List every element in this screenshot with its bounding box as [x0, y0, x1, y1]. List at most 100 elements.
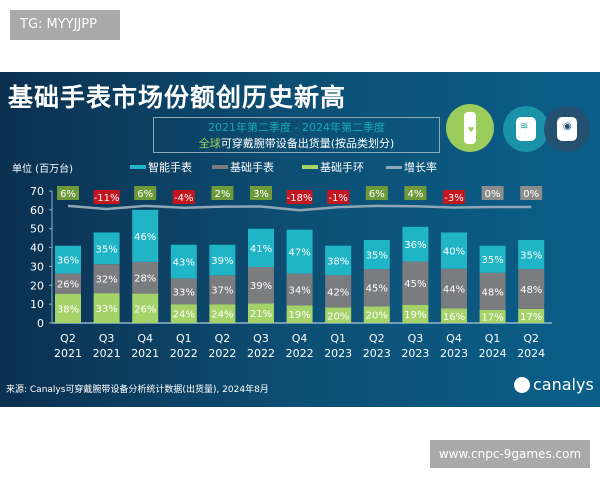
- growth-label-box: [134, 186, 157, 200]
- x-tick-quarter: Q3: [408, 332, 424, 345]
- bar-segment-smart-watch: [363, 240, 390, 270]
- growth-label-box: [404, 186, 427, 200]
- bar-segment-basic-watch: [55, 273, 81, 294]
- unit-label: 单位 (百万台): [12, 164, 73, 175]
- subtitle-box: 2021年第二季度 - 2024年第二季度 全球可穿戴腕带设备出货量(按品类划分…: [153, 117, 440, 153]
- share-label: 21%: [250, 309, 272, 320]
- share-label: 26%: [57, 280, 79, 291]
- bar-segment-basic-watch: [286, 273, 313, 306]
- x-tick-year: 2021: [54, 347, 82, 360]
- growth-label: 2%: [214, 189, 230, 200]
- share-label: 33%: [173, 287, 195, 298]
- share-label: 17%: [481, 312, 503, 323]
- x-tick-quarter: Q1: [485, 332, 501, 345]
- subtitle-period: 2021年第二季度 - 2024年第二季度: [208, 121, 385, 134]
- share-label: 19%: [404, 310, 426, 321]
- bar-segment-smart-watch: [286, 229, 313, 274]
- share-label: 20%: [327, 311, 349, 322]
- bar-segment-basic-watch: [209, 275, 236, 305]
- share-label: 41%: [250, 244, 272, 255]
- legend-basic-band: 基础手环: [302, 159, 364, 175]
- watermark-top: TG: MYYJJPP: [10, 10, 120, 40]
- x-tick-quarter: Q4: [446, 332, 462, 345]
- y-tick-label: 60: [30, 204, 44, 217]
- share-label: 39%: [250, 281, 272, 292]
- y-tick-label: 20: [30, 279, 44, 292]
- bar-segment-smart-watch: [132, 209, 159, 262]
- y-tick-label: 30: [30, 260, 44, 273]
- share-label: 45%: [366, 284, 388, 295]
- y-tick-label: 40: [30, 242, 44, 255]
- growth-label: 0%: [523, 189, 539, 200]
- growth-label: 6%: [369, 189, 385, 200]
- share-label: 19%: [288, 310, 310, 321]
- bar-segment-basic-watch: [170, 278, 197, 305]
- growth-rate-line: [67, 204, 532, 212]
- legend-label: 基础手环: [320, 161, 364, 174]
- share-label: 38%: [57, 304, 79, 315]
- legend-growth-rate: 增长率: [386, 159, 437, 175]
- legend-basic-watch: 基础手表: [212, 159, 274, 175]
- x-tick-quarter: Q2: [215, 332, 231, 345]
- share-label: 48%: [481, 287, 503, 298]
- share-label: 36%: [404, 240, 426, 251]
- share-label: 42%: [327, 287, 349, 298]
- bar-segment-basic-watch: [325, 275, 352, 308]
- x-tick-quarter: Q4: [292, 332, 308, 345]
- page-title: 基础手表市场份额创历史新高: [8, 83, 347, 112]
- x-tick-year: 2022: [247, 347, 275, 360]
- share-label: 16%: [443, 312, 465, 323]
- growth-label: 3%: [253, 189, 269, 200]
- bar-segment-basic-watch: [93, 264, 120, 294]
- growth-label-box: [443, 190, 465, 204]
- x-tick-year: 2023: [401, 347, 429, 360]
- y-tick-label: 10: [30, 298, 44, 311]
- bar-segment-smart-watch: [518, 240, 545, 270]
- share-label: 43%: [173, 258, 195, 269]
- legend-label: 智能手表: [148, 161, 192, 174]
- subtitle-prefix: 全球: [198, 137, 221, 150]
- x-tick-year: 2023: [363, 347, 391, 360]
- bar-segment-basic-band: [441, 308, 467, 323]
- bar-segment-basic-band: [132, 293, 159, 323]
- bar-segment-basic-band: [402, 304, 429, 323]
- x-tick-year: 2021: [131, 347, 159, 360]
- growth-label: -1%: [328, 193, 347, 204]
- growth-label-box: [172, 190, 195, 204]
- growth-label: 0%: [485, 189, 501, 200]
- x-tick-quarter: Q2: [523, 332, 539, 345]
- x-tick-year: 2022: [286, 347, 314, 360]
- x-tick-quarter: Q3: [253, 332, 269, 345]
- bar-segment-smart-watch: [248, 228, 274, 267]
- bar-segment-basic-band: [209, 304, 236, 323]
- bar-segment-basic-watch: [518, 269, 545, 309]
- growth-label-box: [365, 186, 388, 200]
- bar-segment-basic-watch: [132, 261, 159, 294]
- x-tick-quarter: Q4: [137, 332, 153, 345]
- growth-label: 6%: [137, 189, 153, 200]
- smartwatch-wifi-icon: ≋: [503, 106, 549, 152]
- x-tick-year: 2022: [208, 347, 236, 360]
- growth-label: -11%: [94, 193, 120, 204]
- fitness-band-icon: ♥: [446, 104, 494, 152]
- canalys-logo: canalys: [514, 375, 594, 394]
- x-tick-year: 2023: [440, 347, 468, 360]
- share-label: 17%: [520, 312, 542, 323]
- share-label: 37%: [211, 286, 233, 297]
- share-label: 39%: [211, 256, 233, 267]
- bar-segment-smart-watch: [55, 245, 81, 274]
- x-tick-quarter: Q1: [176, 332, 192, 345]
- subtitle-rest: 可穿戴腕带设备出货量(按品类划分): [220, 137, 395, 150]
- x-tick-year: 2022: [170, 347, 198, 360]
- bar-segment-basic-watch: [248, 266, 274, 304]
- bar-segment-smart-watch: [402, 226, 429, 262]
- x-tick-year: 2021: [93, 347, 121, 360]
- growth-label-box: [327, 190, 350, 204]
- share-label: 35%: [366, 251, 388, 262]
- bar-segment-basic-watch: [441, 268, 467, 309]
- bar-segment-basic-band: [286, 305, 313, 323]
- bar-segment-smart-watch: [93, 232, 120, 265]
- bar-segment-basic-band: [93, 293, 120, 323]
- growth-label: -18%: [287, 193, 313, 204]
- bar-segment-smart-watch: [170, 244, 197, 279]
